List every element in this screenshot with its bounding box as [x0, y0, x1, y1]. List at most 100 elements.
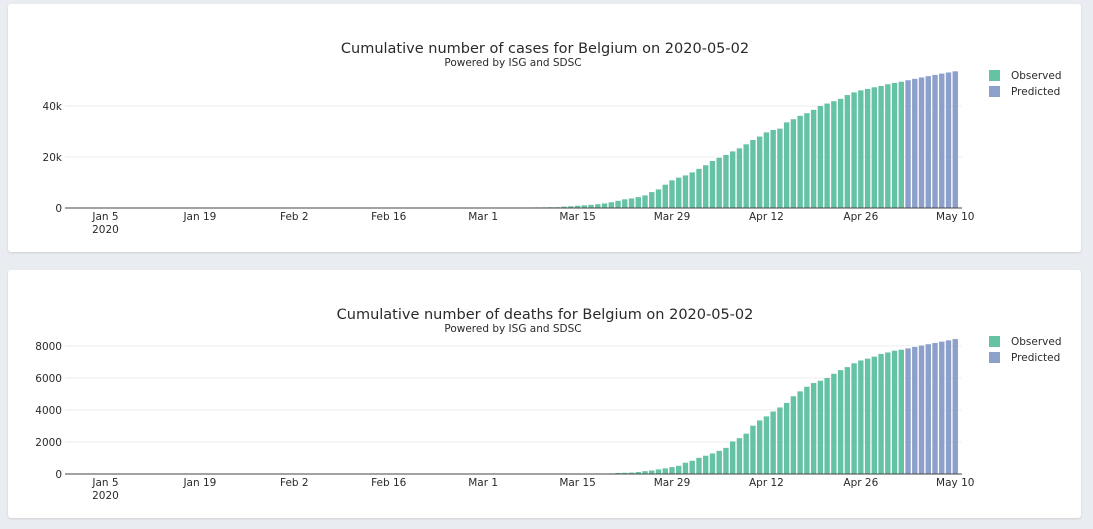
observed-bar[interactable] — [736, 148, 743, 208]
predicted-bar[interactable] — [918, 77, 925, 208]
predicted-bar[interactable] — [932, 74, 938, 208]
observed-bar[interactable] — [729, 441, 736, 474]
observed-bar[interactable] — [756, 420, 763, 474]
observed-bar[interactable] — [601, 203, 608, 208]
observed-bar[interactable] — [622, 472, 628, 474]
legend-label-predicted[interactable]: Predicted — [1011, 86, 1060, 98]
observed-bar[interactable] — [885, 352, 891, 474]
observed-bar[interactable] — [736, 438, 743, 474]
observed-bar[interactable] — [804, 386, 810, 474]
observed-bar[interactable] — [891, 82, 898, 208]
observed-bar[interactable] — [837, 370, 844, 474]
observed-bar[interactable] — [777, 128, 783, 208]
observed-bar[interactable] — [655, 469, 662, 474]
predicted-bar[interactable] — [945, 340, 952, 474]
observed-bar[interactable] — [689, 172, 695, 208]
observed-bar[interactable] — [858, 90, 864, 208]
legend-label-observed[interactable]: Observed — [1011, 70, 1062, 82]
observed-bar[interactable] — [696, 457, 702, 474]
observed-bar[interactable] — [763, 132, 770, 208]
predicted-bar[interactable] — [905, 348, 911, 474]
observed-bar[interactable] — [615, 200, 621, 208]
observed-bar[interactable] — [628, 472, 635, 474]
observed-bar[interactable] — [682, 462, 689, 474]
observed-bar[interactable] — [696, 168, 702, 208]
observed-bar[interactable] — [622, 199, 628, 208]
observed-bar[interactable] — [763, 416, 770, 474]
observed-bar[interactable] — [790, 119, 797, 208]
observed-bar[interactable] — [615, 472, 621, 474]
observed-bar[interactable] — [642, 195, 648, 208]
observed-bar[interactable] — [790, 396, 797, 474]
observed-bar[interactable] — [682, 175, 689, 208]
observed-bar[interactable] — [581, 205, 588, 208]
observed-bar[interactable] — [716, 157, 722, 208]
observed-bar[interactable] — [783, 122, 790, 208]
predicted-bar[interactable] — [939, 73, 945, 208]
legend-swatch-observed[interactable] — [989, 70, 1000, 81]
observed-bar[interactable] — [817, 380, 824, 474]
observed-bar[interactable] — [703, 455, 709, 474]
observed-bar[interactable] — [797, 115, 803, 208]
observed-bar[interactable] — [588, 204, 594, 208]
observed-bar[interactable] — [723, 154, 729, 208]
observed-bar[interactable] — [729, 151, 736, 208]
observed-bar[interactable] — [756, 136, 763, 208]
observed-bar[interactable] — [750, 139, 756, 208]
observed-bar[interactable] — [871, 87, 878, 208]
legend-swatch-observed[interactable] — [989, 336, 1000, 347]
observed-bar[interactable] — [851, 363, 857, 474]
observed-bar[interactable] — [676, 465, 682, 474]
observed-bar[interactable] — [864, 358, 871, 474]
observed-bar[interactable] — [649, 470, 655, 474]
observed-bar[interactable] — [723, 447, 729, 474]
observed-bar[interactable] — [783, 402, 790, 474]
observed-bar[interactable] — [878, 85, 884, 208]
observed-bar[interactable] — [777, 407, 783, 474]
predicted-bar[interactable] — [952, 71, 958, 208]
observed-bar[interactable] — [898, 81, 904, 208]
observed-bar[interactable] — [824, 103, 830, 208]
predicted-bar[interactable] — [912, 78, 918, 208]
observed-bar[interactable] — [635, 197, 641, 208]
observed-bar[interactable] — [810, 109, 817, 208]
predicted-bar[interactable] — [918, 345, 925, 474]
observed-bar[interactable] — [844, 95, 851, 208]
predicted-bar[interactable] — [939, 341, 945, 474]
observed-bar[interactable] — [662, 468, 668, 474]
observed-bar[interactable] — [568, 206, 574, 208]
legend-label-observed[interactable]: Observed — [1011, 336, 1062, 348]
observed-bar[interactable] — [885, 84, 891, 208]
predicted-bar[interactable] — [905, 80, 911, 208]
predicted-bar[interactable] — [925, 76, 931, 208]
observed-bar[interactable] — [891, 350, 898, 474]
legend[interactable]: Observed Predicted — [989, 336, 1062, 364]
observed-bar[interactable] — [831, 101, 837, 208]
observed-bar[interactable] — [810, 383, 817, 474]
legend-swatch-predicted[interactable] — [989, 352, 1000, 363]
observed-bar[interactable] — [871, 356, 878, 474]
observed-bar[interactable] — [743, 144, 749, 208]
observed-bar[interactable] — [642, 471, 648, 474]
observed-bar[interactable] — [817, 106, 824, 208]
observed-bar[interactable] — [635, 472, 641, 474]
observed-bar[interactable] — [898, 349, 904, 474]
observed-bar[interactable] — [709, 453, 716, 474]
observed-bar[interactable] — [743, 433, 749, 474]
observed-bar[interactable] — [824, 378, 830, 474]
predicted-bar[interactable] — [952, 339, 958, 474]
legend-label-predicted[interactable]: Predicted — [1011, 352, 1060, 364]
observed-bar[interactable] — [851, 92, 857, 208]
observed-bar[interactable] — [844, 367, 851, 474]
observed-bar[interactable] — [669, 180, 675, 208]
observed-bar[interactable] — [703, 165, 709, 208]
predicted-bar[interactable] — [932, 342, 938, 474]
predicted-bar[interactable] — [925, 344, 931, 474]
observed-bar[interactable] — [595, 204, 601, 208]
observed-bar[interactable] — [574, 205, 581, 208]
observed-bar[interactable] — [750, 425, 756, 474]
observed-bar[interactable] — [689, 460, 695, 474]
observed-bar[interactable] — [649, 192, 655, 208]
observed-bar[interactable] — [716, 450, 722, 474]
observed-bar[interactable] — [804, 113, 810, 208]
